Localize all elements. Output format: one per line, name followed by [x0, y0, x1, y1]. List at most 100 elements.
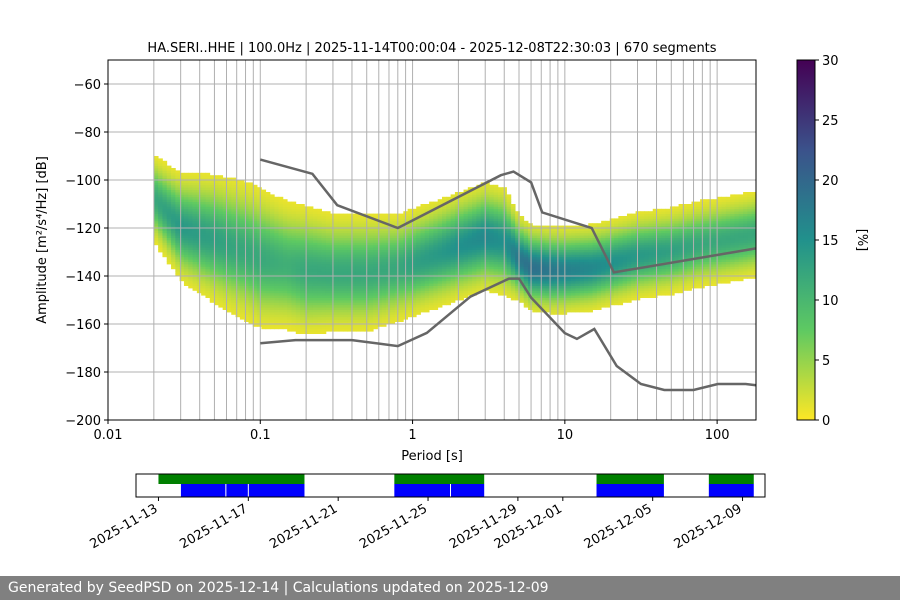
- density-cell: [175, 175, 181, 178]
- density-cell: [575, 225, 581, 229]
- density-cell: [442, 199, 447, 202]
- density-cell: [472, 232, 477, 236]
- density-cell: [390, 261, 396, 265]
- density-cell: [192, 182, 198, 186]
- density-cell: [429, 292, 434, 296]
- density-cell: [252, 319, 258, 322]
- density-cell: [614, 268, 619, 272]
- density-cell: [476, 235, 482, 238]
- density-cell: [575, 252, 581, 255]
- density-cell: [304, 309, 310, 313]
- density-cell: [355, 232, 361, 236]
- density-cell: [295, 213, 301, 217]
- density-cell: [325, 326, 331, 330]
- density-cell: [553, 302, 559, 306]
- density-cell: [235, 300, 241, 303]
- density-cell: [377, 266, 383, 270]
- density-cell: [312, 278, 318, 282]
- density-cell: [291, 326, 297, 330]
- density-cell: [308, 225, 314, 229]
- density-cell: [390, 216, 396, 219]
- density-cell: [304, 208, 310, 212]
- density-cell: [244, 240, 249, 243]
- density-cell: [609, 302, 615, 306]
- density-cell: [171, 206, 176, 210]
- density-cell: [420, 285, 426, 289]
- density-cell: [235, 235, 241, 238]
- density-cell: [407, 252, 413, 255]
- density-cell: [373, 316, 378, 320]
- density-cell: [373, 288, 378, 291]
- density-cell: [218, 189, 224, 193]
- density-cell: [171, 192, 176, 195]
- density-cell: [244, 268, 249, 272]
- density-cell: [231, 295, 236, 298]
- density-cell: [183, 247, 189, 250]
- density-cell: [489, 187, 495, 190]
- density-cell: [386, 307, 391, 310]
- density-cell: [467, 256, 473, 260]
- density-cell: [485, 220, 490, 224]
- density-cell: [553, 254, 559, 258]
- density-cell: [274, 244, 279, 248]
- density-cell: [386, 225, 391, 229]
- density-cell: [153, 182, 159, 186]
- density-cell: [265, 235, 271, 238]
- density-cell: [171, 172, 176, 176]
- density-cell: [545, 242, 550, 246]
- density-cell: [308, 319, 314, 322]
- density-cell: [566, 259, 572, 262]
- density-cell: [373, 297, 378, 301]
- density-cell: [549, 300, 555, 303]
- density-cell: [381, 256, 387, 260]
- density-cell: [429, 271, 434, 274]
- density-cell: [493, 232, 499, 236]
- density-cell: [257, 321, 262, 325]
- density-cell: [239, 316, 245, 320]
- density-cell: [351, 247, 357, 250]
- density-cell: [231, 228, 236, 231]
- density-cell: [334, 290, 340, 294]
- density-cell: [171, 177, 176, 181]
- density-cell: [497, 211, 503, 214]
- density-cell: [179, 273, 185, 277]
- density-cell: [515, 261, 520, 265]
- density-cell: [282, 230, 288, 234]
- density-cell: [528, 283, 533, 286]
- density-cell: [188, 228, 193, 231]
- density-cell: [235, 182, 241, 186]
- density-cell: [312, 259, 318, 262]
- density-cell: [295, 237, 301, 241]
- density-cell: [188, 280, 193, 284]
- density-cell: [209, 180, 215, 183]
- density-cell: [287, 252, 292, 255]
- density-cell: [252, 211, 258, 214]
- density-cell: [183, 252, 189, 255]
- density-cell: [553, 242, 559, 246]
- density-cell: [239, 206, 245, 210]
- density-cell: [321, 276, 327, 279]
- density-cell: [321, 237, 327, 241]
- density-cell: [360, 220, 365, 224]
- density-cell: [295, 271, 301, 274]
- density-cell: [257, 230, 262, 234]
- density-cell: [222, 259, 228, 262]
- density-cell: [265, 247, 271, 250]
- density-cell: [192, 223, 198, 226]
- density-cell: [429, 300, 434, 303]
- density-cell: [506, 213, 512, 217]
- density-cell: [321, 292, 327, 296]
- density-cell: [450, 278, 456, 282]
- density-cell: [506, 252, 512, 255]
- density-cell: [588, 278, 593, 282]
- density-cell: [377, 314, 383, 318]
- density-cell: [239, 307, 245, 310]
- density-cell: [601, 285, 606, 289]
- density-cell: [188, 225, 193, 229]
- density-cell: [373, 266, 378, 270]
- density-cell: [287, 316, 292, 320]
- density-cell: [510, 252, 516, 255]
- density-cell: [485, 247, 490, 250]
- density-cell: [506, 208, 512, 212]
- density-cell: [334, 225, 340, 229]
